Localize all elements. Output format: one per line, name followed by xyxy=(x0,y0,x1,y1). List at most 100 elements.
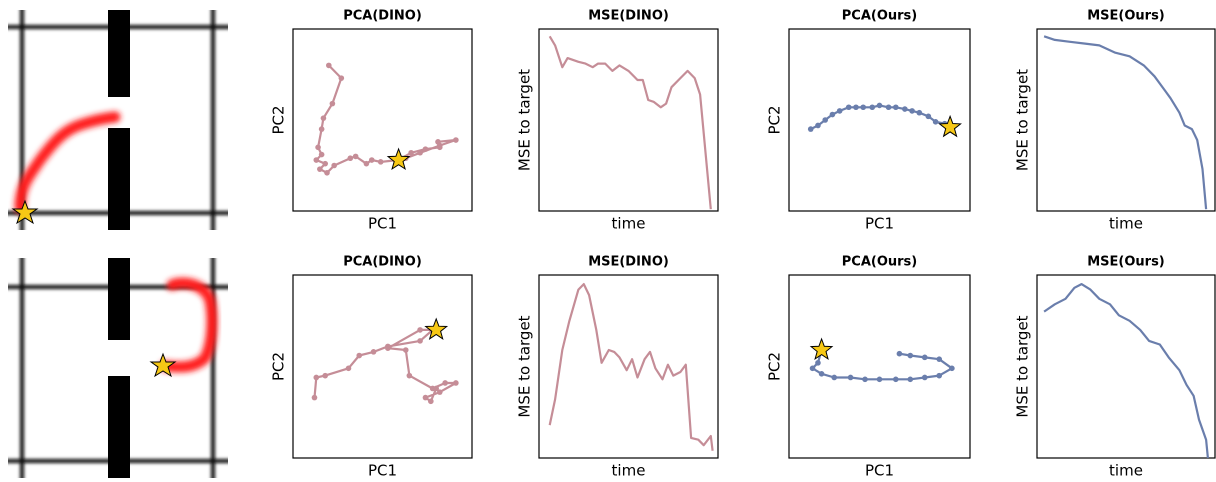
data-point xyxy=(860,104,867,111)
star-marker xyxy=(809,337,834,361)
data-point xyxy=(909,108,915,114)
chart-title: MSE(Ours) xyxy=(1087,255,1165,270)
data-point xyxy=(313,157,320,163)
data-point xyxy=(818,371,825,377)
data-point xyxy=(862,376,868,383)
y-axis-label: MSE to target xyxy=(516,69,534,171)
data-point xyxy=(408,149,414,156)
chart-title: PCA(DINO) xyxy=(343,9,422,24)
y-axis-label: PC2 xyxy=(766,352,784,381)
data-point xyxy=(324,169,330,176)
x-axis-label: PC1 xyxy=(368,215,397,233)
data-point xyxy=(809,365,816,372)
plot-frame xyxy=(788,28,971,212)
data-point xyxy=(428,398,434,405)
data-point xyxy=(356,352,363,359)
data-point xyxy=(318,126,325,132)
data-point xyxy=(921,354,928,361)
y-axis-label: PC2 xyxy=(270,105,288,134)
data-line xyxy=(1043,35,1208,210)
maze-image xyxy=(8,10,228,230)
data-point xyxy=(311,394,318,401)
data-point xyxy=(921,374,928,381)
data-point xyxy=(385,345,391,352)
data-point xyxy=(363,160,370,167)
data-point xyxy=(368,157,375,163)
data-point xyxy=(318,151,325,158)
data-line xyxy=(315,64,457,174)
chart-title: MSE(Ours) xyxy=(1087,9,1165,24)
data-point xyxy=(936,372,943,379)
data-point xyxy=(936,356,943,362)
data-point xyxy=(417,149,423,156)
data-point xyxy=(442,380,448,386)
data-line xyxy=(313,328,457,403)
plot-frame xyxy=(538,274,719,459)
maze-image xyxy=(8,258,228,478)
data-point xyxy=(322,160,329,167)
data-point xyxy=(876,376,883,383)
star-marker xyxy=(938,114,962,138)
data-point xyxy=(313,374,320,381)
chart-title: PCA(DINO) xyxy=(343,255,422,270)
data-point xyxy=(822,117,828,123)
x-axis-label: PC1 xyxy=(865,215,894,233)
data-point xyxy=(847,374,854,381)
plot-frame xyxy=(538,28,719,212)
data-point xyxy=(949,365,955,372)
chart-title: MSE(DINO) xyxy=(588,255,669,270)
data-point xyxy=(422,394,429,401)
data-point xyxy=(322,372,329,379)
data-point xyxy=(853,104,859,111)
data-point xyxy=(869,104,876,111)
x-axis-label: PC1 xyxy=(368,462,397,480)
data-point xyxy=(402,347,409,353)
x-axis-label: time xyxy=(612,462,646,480)
data-point xyxy=(902,106,908,112)
data-point xyxy=(836,108,843,114)
data-point xyxy=(829,111,836,118)
star-marker xyxy=(386,147,411,171)
data-point xyxy=(422,146,429,152)
data-point xyxy=(876,102,883,109)
plot-frame xyxy=(788,274,971,459)
data-point xyxy=(907,352,914,359)
data-point xyxy=(347,155,354,162)
data-point xyxy=(436,389,443,395)
y-axis-label: PC2 xyxy=(766,105,784,134)
x-axis-label: time xyxy=(1109,215,1143,233)
data-point xyxy=(907,376,914,383)
y-axis-label: MSE to target xyxy=(1014,69,1032,171)
data-point xyxy=(453,380,459,386)
plot-frame xyxy=(292,274,473,459)
chart-title: PCA(Ours) xyxy=(842,255,917,270)
data-line xyxy=(1043,283,1209,459)
data-point xyxy=(433,385,440,392)
data-line xyxy=(548,283,714,451)
data-point xyxy=(807,126,814,132)
x-axis-label: time xyxy=(1109,462,1143,480)
data-point xyxy=(338,75,345,81)
data-point xyxy=(916,109,923,116)
data-point xyxy=(885,104,892,111)
data-point xyxy=(896,350,903,357)
data-point xyxy=(315,144,321,151)
data-point xyxy=(831,374,838,381)
plot-frame xyxy=(1036,274,1216,459)
data-point xyxy=(320,115,327,121)
data-point xyxy=(436,142,443,149)
data-point xyxy=(406,372,413,379)
data-point xyxy=(815,122,821,129)
data-point xyxy=(377,159,384,165)
star-marker xyxy=(424,317,449,340)
x-axis-label: time xyxy=(612,215,646,233)
data-point xyxy=(352,153,359,160)
data-point xyxy=(892,376,899,383)
y-axis-label: PC2 xyxy=(270,352,288,381)
data-point xyxy=(417,338,423,344)
chart-title: PCA(Ours) xyxy=(842,9,917,24)
data-point xyxy=(417,327,423,333)
plot-frame xyxy=(1036,28,1216,212)
data-point xyxy=(326,62,332,69)
